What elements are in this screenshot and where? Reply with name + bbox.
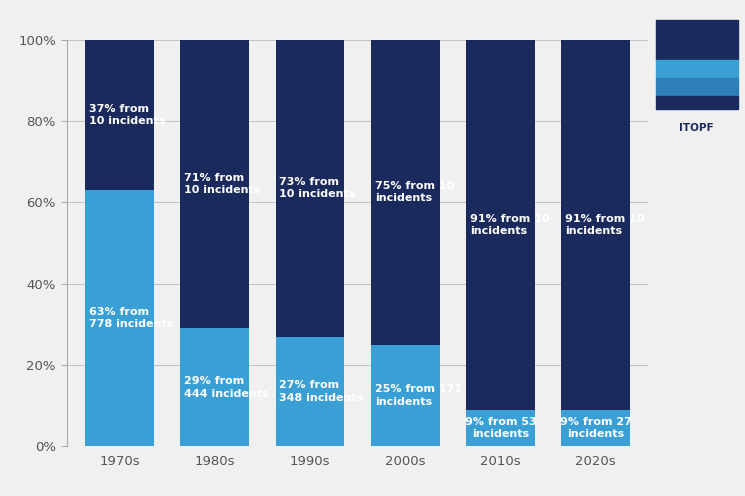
Text: 27% from
348 incidents: 27% from 348 incidents [279, 380, 364, 403]
Text: 29% from
444 incidents: 29% from 444 incidents [184, 376, 269, 399]
Bar [276, 337, 344, 446]
Bar [276, 40, 344, 337]
Bar [85, 40, 153, 190]
Bar [466, 410, 535, 446]
Text: 25% from 171
incidents: 25% from 171 incidents [375, 384, 462, 407]
Bar [562, 410, 630, 446]
Bar [371, 40, 440, 345]
Text: 37% from
10 incidents: 37% from 10 incidents [89, 104, 165, 126]
Text: 63% from
778 incidents: 63% from 778 incidents [89, 307, 173, 329]
Text: 73% from
10 incidents: 73% from 10 incidents [279, 177, 356, 199]
Text: 9% from 53
incidents: 9% from 53 incidents [465, 417, 536, 439]
Bar [656, 20, 738, 60]
Bar [656, 96, 738, 109]
Bar [466, 40, 535, 410]
Text: 71% from
10 incidents: 71% from 10 incidents [184, 173, 261, 195]
Bar [371, 345, 440, 446]
Text: ITOPF: ITOPF [679, 123, 714, 132]
Bar [656, 78, 738, 96]
Text: 75% from 10
incidents: 75% from 10 incidents [375, 181, 454, 203]
Bar [85, 190, 153, 446]
Bar [180, 328, 249, 446]
Bar [562, 40, 630, 410]
Bar [656, 60, 738, 78]
Text: 9% from 27
incidents: 9% from 27 incidents [559, 417, 632, 439]
Text: 91% from 10
incidents: 91% from 10 incidents [565, 214, 644, 236]
Text: 91% from 10
incidents: 91% from 10 incidents [470, 214, 550, 236]
Bar [180, 40, 249, 328]
